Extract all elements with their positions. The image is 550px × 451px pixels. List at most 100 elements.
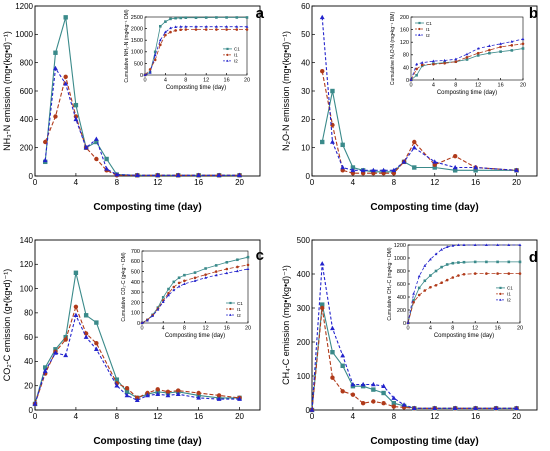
panel-c-point-i2 <box>53 350 58 355</box>
panel-c-inset-point-i2 <box>161 300 165 303</box>
panel-d-inset-point-c1 <box>451 261 455 265</box>
panel-d-point-i2 <box>473 405 479 411</box>
panel-b-point-c1 <box>340 142 345 148</box>
panel-c-point-i2 <box>165 392 171 398</box>
panel-d-inset-line-c1 <box>407 261 520 324</box>
panel-c-inset-point-i1 <box>183 279 186 283</box>
panel-d-point-c1 <box>320 302 325 307</box>
panel-b-point-i2 <box>432 159 438 164</box>
panel-a-inset-ytick-label: 500 <box>134 61 143 67</box>
panel-d-inset-point-i2 <box>440 247 444 251</box>
panel-b-inset-point-i2 <box>431 59 435 63</box>
panel-b-point-i2 <box>401 159 407 164</box>
panel-d-xtick-label: 12 <box>430 412 439 421</box>
panel-a-point-i1 <box>73 114 79 119</box>
panel-c-inset-point-i2 <box>214 273 218 277</box>
panel-a-line-i1 <box>44 76 240 176</box>
panel-a-point-c1 <box>53 50 58 55</box>
panel-d-inset-xtick-label: 8 <box>451 326 454 332</box>
panel-c-inset-point-i2 <box>140 321 144 325</box>
panel-a-inset-point-i1 <box>235 28 239 31</box>
panel-b-inset-point-i2 <box>443 58 447 62</box>
panel-c-ytick-label: 140 <box>20 236 34 245</box>
panel-b-ytick-label: 40 <box>301 58 310 67</box>
panel-b-xtick-label: 0 <box>310 178 315 187</box>
panel-c-inset-point-i2 <box>151 314 155 317</box>
panel-d-point-i2 <box>319 261 325 266</box>
panel-a-point-i1 <box>53 114 58 119</box>
panel-a-point-i2 <box>93 136 99 141</box>
panel-a-point-i2 <box>175 172 181 178</box>
panel-b-point-i2 <box>319 14 325 20</box>
panel-c-point-i2 <box>145 392 150 398</box>
panel-a-inset-point-i2 <box>158 38 162 42</box>
panel-b-inset-point-c1 <box>510 49 514 52</box>
panel-c-inset-point-i2 <box>156 308 160 311</box>
panel-b-inset-point-i1 <box>443 62 446 65</box>
panel-a-point-i2 <box>104 166 110 171</box>
panel-b-point-i2 <box>340 164 346 170</box>
panel-c-xtick-label: 20 <box>235 412 244 421</box>
panel-d-inset-xtick-label: 4 <box>429 326 432 332</box>
panel-b-point-c1 <box>330 88 335 94</box>
panel-b-point-i2 <box>350 167 356 173</box>
panel-c-point-i2 <box>114 383 120 388</box>
panel-d-inset-point-c1 <box>507 260 511 264</box>
panel-c-inset-xtick-label: 12 <box>203 326 209 332</box>
panel-b-inset-xlabel: Composting time (day) <box>437 90 497 96</box>
panel-a-inset-point-i2 <box>245 25 249 28</box>
panel-a-inset-point-c1 <box>179 16 182 20</box>
panel-d-inset-legend-marker <box>499 298 502 301</box>
panel-d-point-c1 <box>330 350 335 355</box>
panel-a-inset-ytick-label: 0 <box>140 73 143 79</box>
panel-c-point-i1 <box>196 390 201 396</box>
panel-b-inset-ylabel: Cumulative N₂O-N (mg•kg⁻¹ DM) <box>390 12 396 86</box>
panel-d-point-i2 <box>432 405 438 411</box>
panel-a-inset-xtick-label: 8 <box>184 78 187 84</box>
panel-a-inset-point-i2 <box>194 25 198 28</box>
panel-d-inset-legend-marker <box>499 292 502 295</box>
panel-a-xtick-label: 0 <box>33 178 38 187</box>
panel-a-inset-point-c1 <box>194 16 198 19</box>
panel-a-inset-legend-label: C1 <box>234 47 240 52</box>
panel-b-letter: b <box>529 5 538 22</box>
panel-c-point-i2 <box>63 352 69 358</box>
panel-c-inset-point-i2 <box>204 276 208 279</box>
panel-b-inset-point-c1 <box>499 50 502 53</box>
panel-c-point-i1 <box>216 393 222 398</box>
panel-c-inset-point-c1 <box>172 280 176 284</box>
panel-c-point-i1 <box>165 389 171 394</box>
panel-c-inset-point-i2 <box>225 271 229 275</box>
panel-d-point-i1 <box>391 404 397 409</box>
panel-c-inset-point-i1 <box>225 267 229 271</box>
panel-d-point-i2 <box>330 325 335 331</box>
panel-c-point-i1 <box>63 337 68 342</box>
panel-c-point-i1 <box>73 304 79 309</box>
panel-d-inset-point-i1 <box>412 300 415 304</box>
panel-b-point-c1 <box>452 168 458 173</box>
panel-d-inset-point-c1 <box>440 265 443 269</box>
panel-c-inset-point-c1 <box>161 295 165 299</box>
panel-b-inset-xtick-label: 12 <box>475 83 481 89</box>
panel-d-inset-point-c1 <box>412 298 415 302</box>
panel-a-inset-point-c1 <box>153 50 157 54</box>
panel-d-ytick-label: 200 <box>297 338 311 347</box>
panel-d-xtick-label: 4 <box>351 412 356 421</box>
panel-a-inset-point-i1 <box>204 28 208 31</box>
panel-c-point-c1 <box>63 334 68 340</box>
panel-a-point-i2 <box>134 172 140 178</box>
panel-d-ytick-label: 500 <box>297 236 311 245</box>
panel-c-inset-frame <box>141 250 249 324</box>
panel-b-inset-ytick-label: 120 <box>400 40 409 46</box>
panel-b-inset-xtick-label: 0 <box>409 83 412 89</box>
panel-c-point-i2 <box>73 312 79 318</box>
panel-b-inset-legend-label: C1 <box>426 21 432 26</box>
panel-a-inset-xtick-label: 4 <box>164 78 167 84</box>
panel-b-inset-point-i2 <box>499 42 503 45</box>
panel-c-inset-point-i2 <box>145 318 149 322</box>
panel-a-xtick-label: 4 <box>74 178 79 187</box>
panel-d-inset-ytick-label: 1000 <box>394 256 406 262</box>
panel-c-ytick-label: 0 <box>29 406 34 415</box>
